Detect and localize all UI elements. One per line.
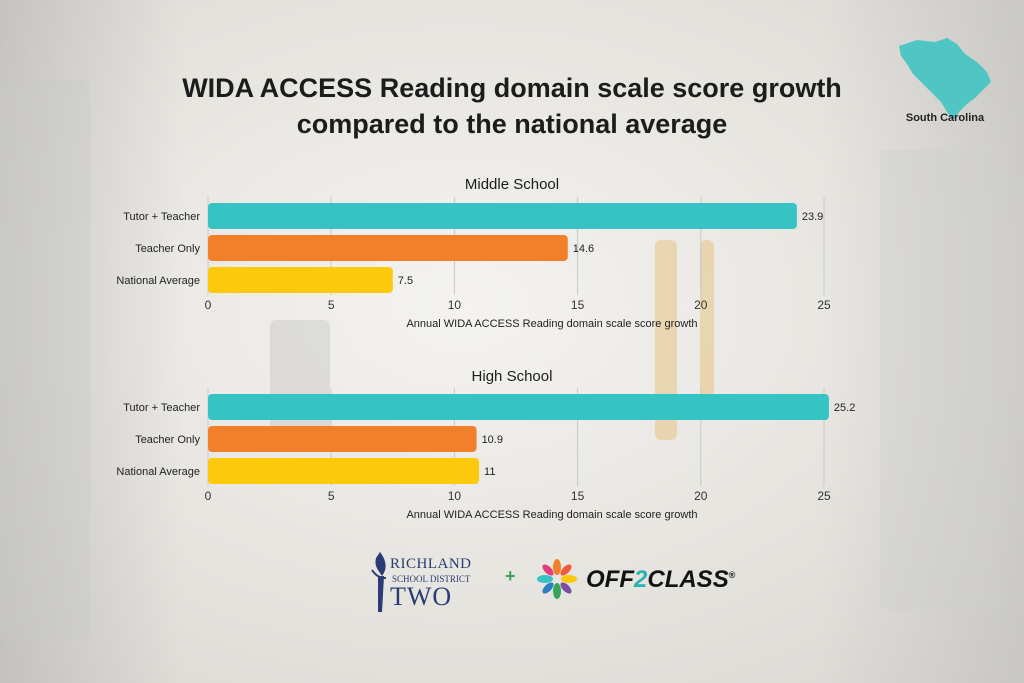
x-tick-label: 5	[328, 489, 335, 503]
registered-mark: ®	[728, 570, 736, 580]
off2class-two: 2	[634, 566, 648, 593]
x-tick-label: 10	[448, 489, 462, 503]
off2class-flower-icon	[537, 559, 577, 599]
school-district-word: SCHOOL DISTRICT	[392, 574, 471, 584]
x-tick-label: 20	[694, 489, 708, 503]
x-tick-label: 25	[817, 489, 831, 503]
data-label: 25.2	[834, 402, 855, 414]
category-label: Teacher Only	[135, 243, 200, 255]
category-label: Tutor + Teacher	[123, 211, 200, 223]
bar	[208, 203, 797, 229]
background-pillar	[655, 240, 677, 440]
bar	[208, 235, 568, 261]
two-word: TWO	[390, 582, 453, 611]
background-wall	[0, 80, 90, 640]
bar	[208, 394, 829, 420]
background-wall	[880, 150, 1000, 610]
x-axis-label: Annual WIDA ACCESS Reading domain scale …	[406, 509, 697, 521]
x-tick-label: 0	[205, 489, 212, 503]
background-pillar	[700, 240, 714, 410]
x-tick-label: 20	[694, 298, 708, 312]
category-label: Teacher Only	[135, 434, 200, 446]
data-label: 14.6	[573, 243, 594, 255]
logos-footer: RICHLAND SCHOOL DISTRICT TWO + OFF2CLASS…	[0, 540, 1024, 620]
x-tick-label: 5	[328, 298, 335, 312]
richland-school-district-two-logo: RICHLAND SCHOOL DISTRICT TWO	[368, 546, 488, 616]
data-label: 23.9	[802, 211, 823, 223]
state-label: South Carolina	[905, 112, 985, 124]
x-tick-label: 15	[571, 489, 585, 503]
data-label: 7.5	[398, 275, 413, 287]
off2class-wordmark: OFF2CLASS®	[586, 566, 735, 594]
chart-title: High School	[472, 368, 553, 385]
richland-word: RICHLAND	[390, 556, 472, 572]
title-line-1: WIDA ACCESS Reading domain scale score g…	[182, 73, 842, 103]
plus-sign: +	[505, 566, 516, 586]
bar	[208, 458, 480, 484]
data-label: 11	[484, 466, 495, 478]
title-line-2: compared to the national average	[296, 109, 728, 139]
off2class-off: OFF	[586, 566, 634, 593]
x-axis-label: Annual WIDA ACCESS Reading domain scale …	[406, 318, 697, 330]
x-tick-label: 15	[571, 298, 585, 312]
bar	[208, 267, 393, 293]
chart-title: Middle School	[465, 176, 559, 193]
category-label: National Average	[116, 466, 200, 478]
x-tick-label: 0	[205, 298, 212, 312]
x-tick-label: 10	[448, 298, 462, 312]
x-tick-label: 25	[817, 298, 831, 312]
category-label: Tutor + Teacher	[123, 402, 200, 414]
off2class-class: CLASS	[647, 566, 729, 593]
data-label: 10.9	[482, 434, 503, 446]
page-title: WIDA ACCESS Reading domain scale score g…	[0, 70, 1024, 142]
torch-icon	[371, 552, 387, 612]
south-carolina-map-icon	[899, 38, 991, 120]
bar	[208, 426, 477, 452]
category-label: National Average	[116, 275, 200, 287]
